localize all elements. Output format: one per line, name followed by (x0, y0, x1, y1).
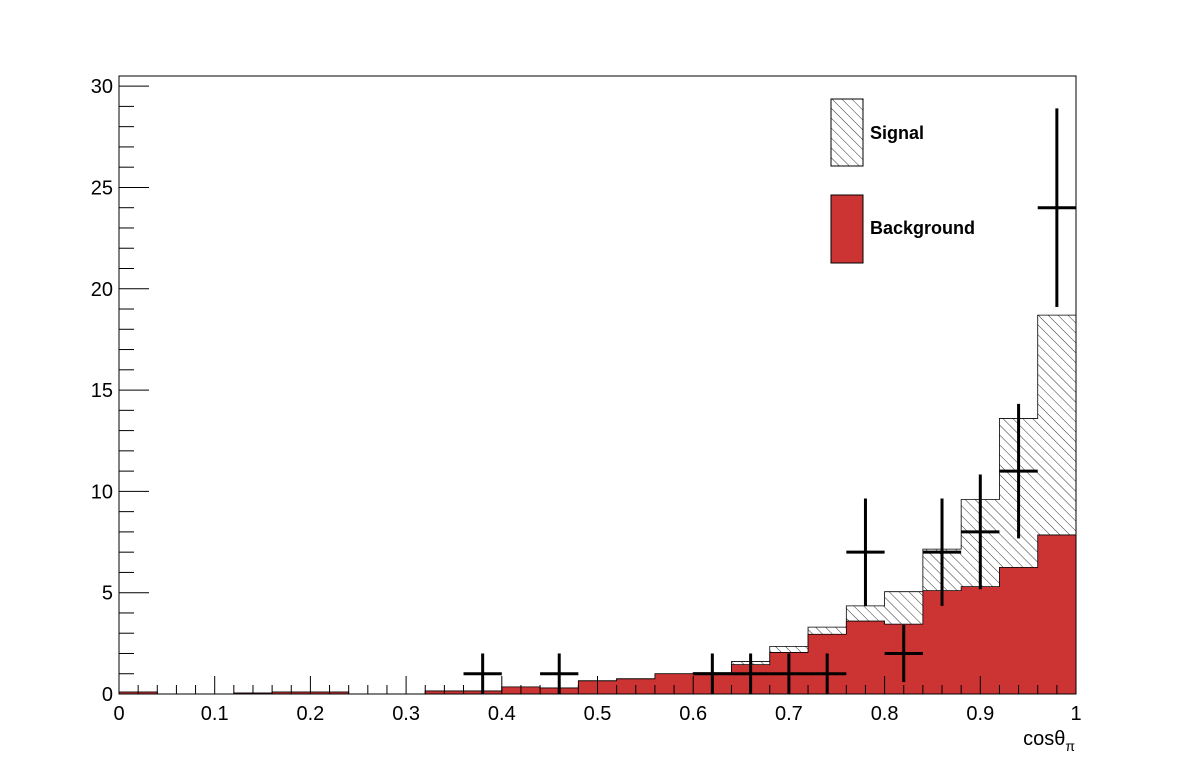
x-tick-label: 0.1 (201, 703, 229, 725)
axes-layer: 0 0.1 0.2 0.3 0.4 0.5 0.6 0.7 0.8 0.9 105101520253… (91, 76, 1082, 725)
y-tick-label: 20 (91, 279, 113, 301)
data-point (999, 403, 1038, 539)
x-tick-label: 0 (113, 703, 124, 725)
y-tick-label: 25 (91, 177, 113, 199)
data-point (922, 498, 962, 606)
x-tick-label: 1 (1070, 703, 1081, 725)
x-tick-label: 0.6 (679, 703, 707, 725)
x-tick-label: 0.4 (488, 703, 516, 725)
y-tick-label: 5 (102, 583, 113, 605)
legend-background-label: Background (870, 218, 975, 238)
data-point (961, 474, 1000, 590)
data-point (1037, 108, 1076, 307)
data-point (884, 624, 923, 683)
y-tick-label: 30 (91, 76, 113, 98)
x-axis-title-sub: π (1065, 738, 1075, 754)
y-tick-label: 0 (102, 684, 113, 706)
x-tick-label: 0.5 (584, 703, 612, 725)
x-tick-label: 0.2 (296, 703, 324, 725)
histogram-layer (118, 314, 1077, 695)
legend-signal-label: Signal (870, 123, 924, 143)
legend-signal-swatch (830, 98, 864, 167)
legend-background-swatch (830, 194, 864, 264)
x-tick-label: 0.9 (966, 703, 994, 725)
data-point (846, 498, 885, 606)
legend: Signal Background (830, 98, 975, 264)
y-tick-label: 10 (91, 481, 113, 503)
x-tick-label: 0.3 (392, 703, 420, 725)
x-tick-label: 0.8 (871, 703, 899, 725)
x-axis-title-main: cosθ (1023, 728, 1065, 750)
x-tick-label: 0.7 (775, 703, 803, 725)
y-tick-label: 15 (91, 380, 113, 402)
x-axis-title: cosθπ (1023, 728, 1075, 754)
